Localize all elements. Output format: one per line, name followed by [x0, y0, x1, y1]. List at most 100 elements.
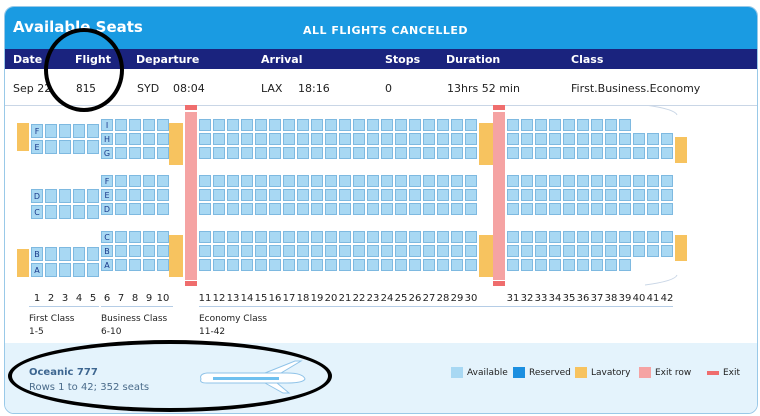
- seat[interactable]: [143, 175, 155, 187]
- seat[interactable]: [59, 263, 71, 277]
- seat[interactable]: [87, 189, 99, 203]
- seat[interactable]: [59, 189, 71, 203]
- seat[interactable]: [297, 133, 309, 145]
- seat[interactable]: [73, 247, 85, 261]
- seat[interactable]: [563, 189, 575, 201]
- seat[interactable]: [283, 259, 295, 271]
- seat[interactable]: [549, 245, 561, 257]
- seat[interactable]: [619, 175, 631, 187]
- seat[interactable]: [563, 245, 575, 257]
- seat[interactable]: [423, 133, 435, 145]
- seat[interactable]: [115, 231, 127, 243]
- seat[interactable]: [577, 133, 589, 145]
- seat[interactable]: [451, 189, 463, 201]
- seat[interactable]: [297, 231, 309, 243]
- seat[interactable]: [549, 175, 561, 187]
- seat[interactable]: [115, 133, 127, 145]
- seat[interactable]: [395, 189, 407, 201]
- seat[interactable]: [157, 133, 169, 145]
- seat[interactable]: [213, 231, 225, 243]
- flight-row[interactable]: Sep 22 815 SYD 08:04 LAX 18:16 0 13hrs 5…: [5, 69, 757, 106]
- seat[interactable]: [535, 175, 547, 187]
- seat[interactable]: [269, 119, 281, 131]
- seat[interactable]: [227, 175, 239, 187]
- seat[interactable]: [647, 147, 659, 159]
- seat[interactable]: [241, 203, 253, 215]
- seat-letter[interactable]: C: [31, 205, 43, 219]
- seat[interactable]: [423, 175, 435, 187]
- seat[interactable]: [549, 133, 561, 145]
- seat[interactable]: [507, 175, 519, 187]
- seat[interactable]: [213, 147, 225, 159]
- seat[interactable]: [339, 203, 351, 215]
- seat[interactable]: [339, 231, 351, 243]
- seat[interactable]: [577, 203, 589, 215]
- seat[interactable]: [507, 259, 519, 271]
- seat[interactable]: [465, 259, 477, 271]
- seat[interactable]: [661, 189, 673, 201]
- seat[interactable]: [297, 259, 309, 271]
- seat[interactable]: [269, 203, 281, 215]
- seat[interactable]: [241, 147, 253, 159]
- seat[interactable]: [465, 189, 477, 201]
- seat[interactable]: [269, 189, 281, 201]
- seat[interactable]: [283, 231, 295, 243]
- seat[interactable]: [563, 175, 575, 187]
- seat[interactable]: [115, 175, 127, 187]
- seat[interactable]: [87, 205, 99, 219]
- seat[interactable]: [507, 147, 519, 159]
- seat[interactable]: [157, 231, 169, 243]
- seat[interactable]: [591, 133, 603, 145]
- seat[interactable]: [549, 231, 561, 243]
- seat[interactable]: [619, 259, 631, 271]
- seat[interactable]: [409, 147, 421, 159]
- seat-letter[interactable]: E: [101, 189, 113, 201]
- seat[interactable]: [115, 203, 127, 215]
- seat[interactable]: [283, 203, 295, 215]
- seat[interactable]: [521, 203, 533, 215]
- seat[interactable]: [157, 189, 169, 201]
- seat[interactable]: [45, 140, 57, 154]
- seat[interactable]: [633, 231, 645, 243]
- seat[interactable]: [199, 119, 211, 131]
- seat[interactable]: [633, 203, 645, 215]
- seat[interactable]: [59, 247, 71, 261]
- seat[interactable]: [577, 231, 589, 243]
- seat[interactable]: [297, 245, 309, 257]
- seat[interactable]: [619, 203, 631, 215]
- seat[interactable]: [451, 245, 463, 257]
- seat[interactable]: [129, 189, 141, 201]
- seat[interactable]: [535, 245, 547, 257]
- seat-letter[interactable]: D: [31, 189, 43, 203]
- seat[interactable]: [353, 175, 365, 187]
- seat[interactable]: [395, 245, 407, 257]
- seat[interactable]: [367, 119, 379, 131]
- seat[interactable]: [605, 189, 617, 201]
- seat[interactable]: [227, 259, 239, 271]
- seat[interactable]: [535, 259, 547, 271]
- seat[interactable]: [311, 259, 323, 271]
- seat[interactable]: [115, 245, 127, 257]
- seat[interactable]: [619, 245, 631, 257]
- seat[interactable]: [367, 133, 379, 145]
- seat[interactable]: [507, 119, 519, 131]
- seat[interactable]: [437, 147, 449, 159]
- seat[interactable]: [507, 203, 519, 215]
- seat[interactable]: [661, 245, 673, 257]
- seat[interactable]: [213, 133, 225, 145]
- seat-letter[interactable]: H: [101, 133, 113, 145]
- seat[interactable]: [395, 259, 407, 271]
- seat[interactable]: [73, 263, 85, 277]
- seat[interactable]: [395, 147, 407, 159]
- seat[interactable]: [227, 133, 239, 145]
- seat[interactable]: [577, 189, 589, 201]
- seat[interactable]: [605, 203, 617, 215]
- seat[interactable]: [507, 133, 519, 145]
- seat[interactable]: [353, 203, 365, 215]
- seat[interactable]: [437, 133, 449, 145]
- seat[interactable]: [115, 147, 127, 159]
- seat[interactable]: [143, 133, 155, 145]
- seat[interactable]: [325, 189, 337, 201]
- seat[interactable]: [157, 259, 169, 271]
- seat[interactable]: [409, 259, 421, 271]
